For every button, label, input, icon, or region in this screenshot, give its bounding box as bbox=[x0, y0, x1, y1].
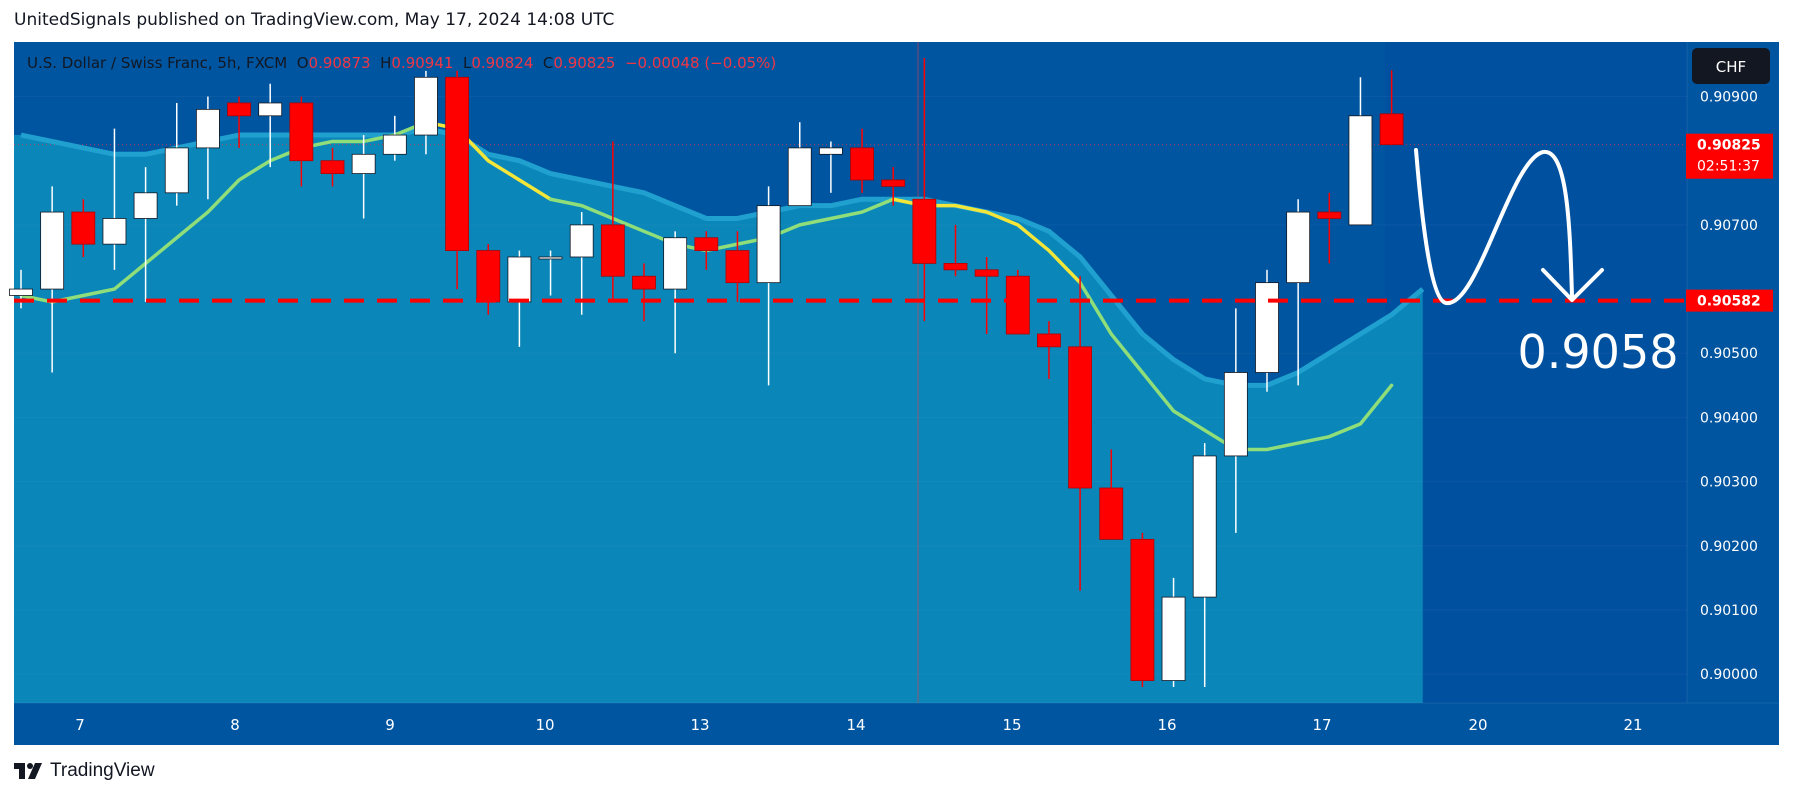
candle-bull bbox=[9, 288, 33, 296]
ma-fast-line bbox=[548, 197, 895, 253]
x-tick-label: 7 bbox=[75, 716, 85, 734]
y-tick-label: 0.90900 bbox=[1700, 90, 1758, 106]
candle-bull bbox=[569, 224, 594, 258]
high-value: 0.90941 bbox=[391, 54, 454, 72]
y-tick-label: 0.90200 bbox=[1700, 539, 1758, 555]
candle-bear bbox=[1317, 211, 1342, 219]
candle-bear bbox=[476, 250, 501, 303]
candle-bull bbox=[1192, 455, 1217, 598]
candle-bull bbox=[414, 76, 438, 136]
candle-bear bbox=[1068, 346, 1092, 489]
time-axis bbox=[14, 703, 1779, 745]
candle-bear bbox=[881, 179, 906, 187]
candle-bull bbox=[787, 147, 812, 207]
candle-bull bbox=[1286, 211, 1311, 284]
projection-curve bbox=[1414, 148, 1574, 305]
ma-fast-line bbox=[19, 120, 428, 304]
x-tick-label: 15 bbox=[1002, 716, 1021, 734]
x-tick-label: 16 bbox=[1157, 716, 1176, 734]
candle-bear bbox=[974, 269, 999, 277]
candle-bull bbox=[819, 147, 843, 155]
candle-bear bbox=[850, 147, 874, 181]
candle-bear bbox=[600, 224, 625, 277]
x-tick-label: 17 bbox=[1312, 716, 1331, 734]
ohlc-legend: U.S. Dollar / Swiss Franc, 5h, FXCM O0.9… bbox=[27, 54, 776, 72]
y-tick-label: 0.90400 bbox=[1700, 410, 1758, 426]
candle-bear bbox=[1130, 538, 1155, 681]
candle-bear bbox=[725, 250, 750, 284]
candle-bear bbox=[445, 76, 470, 251]
candle-bull bbox=[663, 237, 688, 290]
close-value: 0.90825 bbox=[553, 54, 616, 72]
candle-bull bbox=[1223, 372, 1248, 457]
future-area bbox=[1385, 42, 1687, 703]
candle-bull bbox=[102, 218, 127, 245]
close-label: C bbox=[542, 54, 554, 72]
candle-bear bbox=[1379, 113, 1404, 146]
candle-bear bbox=[1037, 333, 1061, 348]
symbol-name[interactable]: U.S. Dollar / Swiss Franc, 5h, FXCM bbox=[27, 54, 288, 72]
candle-bull bbox=[1255, 282, 1279, 373]
brand-name: TradingView bbox=[50, 760, 155, 781]
candle-bull bbox=[507, 256, 532, 303]
candle-bear bbox=[71, 211, 96, 245]
published-by-line: UnitedSignals published on TradingView.c… bbox=[14, 10, 615, 30]
y-tick-label: 0.90300 bbox=[1700, 475, 1758, 491]
candle-bull bbox=[164, 147, 189, 194]
x-tick-label: 9 bbox=[385, 716, 395, 734]
high-label: H bbox=[380, 54, 392, 72]
candle-bear bbox=[632, 275, 656, 290]
x-tick-label: 13 bbox=[690, 716, 709, 734]
candle-bull bbox=[258, 102, 283, 117]
candle-bull bbox=[1161, 596, 1186, 681]
change-value: −0.00048 (−0.05%) bbox=[624, 54, 777, 72]
x-tick-label: 20 bbox=[1468, 716, 1487, 734]
y-tick-label: 0.90000 bbox=[1700, 667, 1758, 683]
annotation-target-price: 0.9058 bbox=[1518, 325, 1679, 379]
x-tick-label: 8 bbox=[230, 716, 240, 734]
candle-bull bbox=[382, 134, 407, 155]
low-label: L bbox=[462, 54, 472, 72]
open-label: O bbox=[296, 54, 309, 72]
candle-bear bbox=[289, 102, 314, 162]
candle-bull bbox=[756, 205, 781, 284]
candle-bull bbox=[195, 108, 220, 149]
candle-bear bbox=[1099, 487, 1124, 540]
currency-badge bbox=[1692, 48, 1770, 84]
candle-bear bbox=[694, 237, 719, 251]
y-tick-label: 0.90700 bbox=[1700, 218, 1758, 234]
candle-bull bbox=[133, 192, 158, 219]
y-tick-label: 0.90500 bbox=[1700, 346, 1758, 362]
last-price-label bbox=[1686, 133, 1773, 179]
level-price-label bbox=[1686, 289, 1773, 312]
candles bbox=[9, 58, 1404, 687]
x-tick-label: 10 bbox=[535, 716, 554, 734]
user-drawing: 0.9058 bbox=[1414, 148, 1679, 379]
candle-bear bbox=[943, 263, 968, 271]
candle-bull bbox=[1348, 115, 1373, 226]
candle-bear bbox=[227, 102, 251, 117]
arrowhead-icon bbox=[1541, 268, 1604, 302]
tradingview-brand[interactable]: TradingView bbox=[14, 760, 155, 782]
low-value: 0.90824 bbox=[471, 54, 534, 72]
last-price-value: 0.90825 bbox=[1697, 138, 1761, 154]
price-labels: CHF 0.90825 02:51:37 0.90582 bbox=[1686, 48, 1773, 312]
x-tick-label: 14 bbox=[846, 716, 865, 734]
candle-bear bbox=[912, 198, 937, 264]
y-tick-label: 0.90100 bbox=[1700, 603, 1758, 619]
bar-countdown: 02:51:37 bbox=[1697, 159, 1760, 175]
open-value: 0.90873 bbox=[308, 54, 371, 72]
candle-bear bbox=[320, 160, 345, 174]
candle-bull bbox=[538, 256, 563, 260]
candle-bear bbox=[1005, 275, 1030, 335]
chart-grid bbox=[14, 42, 1687, 703]
currency-badge-text: CHF bbox=[1716, 58, 1746, 76]
candle-bull bbox=[40, 211, 65, 290]
candle-bull bbox=[351, 153, 376, 174]
x-tick-label: 21 bbox=[1623, 716, 1642, 734]
tradingview-logo-icon bbox=[14, 763, 42, 779]
ma-slow-line bbox=[20, 126, 1425, 388]
level-price-value: 0.90582 bbox=[1697, 294, 1761, 310]
